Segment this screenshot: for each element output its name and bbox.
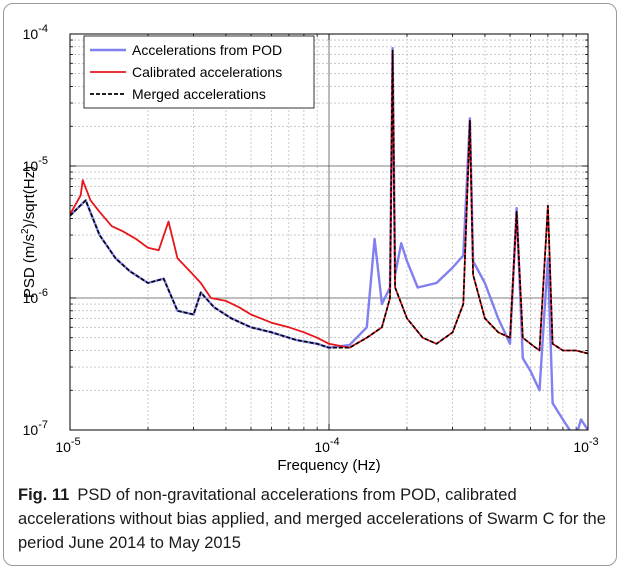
figure-caption: Fig. 11 PSD of non-gravitational accelera…: [18, 483, 608, 555]
y-tick-label: 10-4: [23, 23, 48, 42]
axis-tick-labels: 10-5 10-4 10-3 10-7 10-6 10-5 10-4: [23, 23, 599, 455]
legend-label: Accelerations from POD: [132, 42, 282, 58]
series-lines: [70, 47, 588, 430]
legend-label: Merged accelerations: [132, 86, 266, 102]
x-tick-label: 10-4: [314, 436, 339, 455]
y-tick-label: 10-6: [23, 287, 48, 306]
caption-text: PSD of non-gravitational accelerations f…: [18, 486, 606, 552]
caption-label: Fig. 11: [18, 486, 70, 504]
axis-ticks: [69, 34, 588, 431]
x-tick-label: 10-3: [573, 436, 598, 455]
x-axis-label: Frequency (Hz): [277, 457, 380, 474]
legend-label: Calibrated accelerations: [132, 64, 282, 80]
x-tick-label: 10-5: [55, 436, 80, 455]
legend: Accelerations from POD Calibrated acceler…: [83, 35, 315, 109]
psd-chart: 10-5 10-4 10-3 10-7 10-6 10-5 10-4 Frequency (…: [20, 23, 599, 474]
y-tick-label: 10-5: [23, 155, 48, 174]
y-tick-label: 10-7: [23, 419, 48, 438]
y-axis-label: PSD (m/s2)/sqrt(Hz): [20, 166, 38, 298]
